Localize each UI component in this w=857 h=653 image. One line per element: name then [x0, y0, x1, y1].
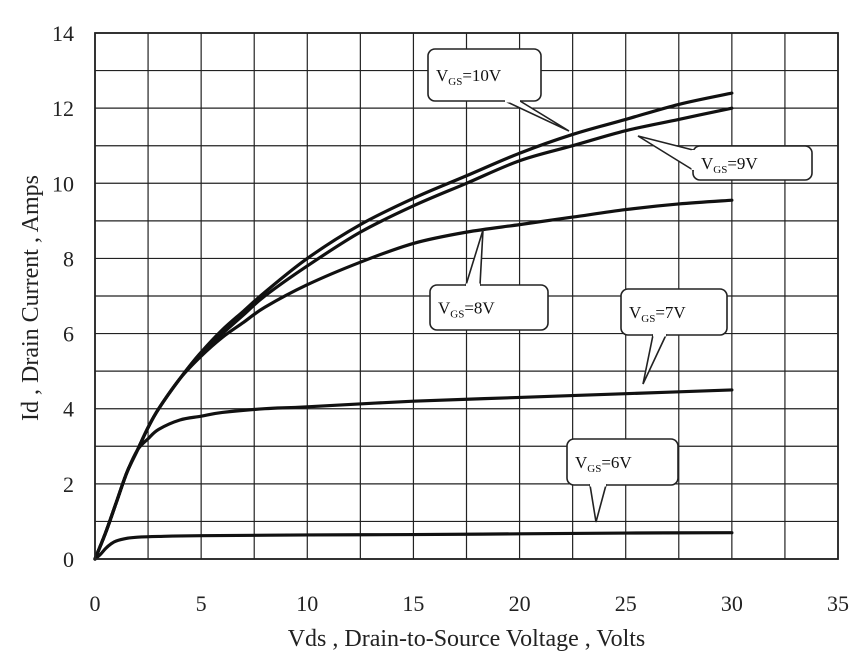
callout-box	[429, 284, 549, 331]
y-tick-label: 12	[52, 96, 74, 121]
chart-annotations: VGS=10V VGS=9V VGS=8V VGS=7V VGS=6V	[427, 48, 813, 523]
y-tick-label: 2	[63, 472, 74, 497]
callout-vgs-4: VGS=7V	[620, 288, 728, 385]
callout-pointer	[504, 100, 570, 132]
callout-box	[427, 48, 542, 102]
x-tick-label: 20	[509, 591, 531, 616]
series-line-4	[93, 388, 734, 561]
x-tick-label: 35	[827, 591, 849, 616]
callout-pointer	[464, 229, 484, 286]
y-tick-label: 0	[63, 547, 74, 572]
callout-label: VGS=8V	[438, 299, 495, 321]
callout-label: VGS=7V	[629, 303, 686, 325]
callout-vgs-3: VGS=8V	[429, 229, 549, 331]
x-tick-label: 0	[90, 591, 101, 616]
callout-vgs-1: VGS=10V	[427, 48, 570, 132]
x-axis-tick-labels: 0 5 10 15 20 25 30 35	[90, 591, 850, 616]
y-tick-label: 6	[63, 322, 74, 347]
y-axis-title: Id , Drain Current , Amps	[18, 175, 44, 421]
callout-box	[566, 438, 679, 486]
x-tick-label: 15	[402, 591, 424, 616]
callout-label: VGS=9V	[701, 154, 758, 176]
y-tick-label: 8	[63, 246, 74, 271]
callout-pointer	[589, 484, 608, 523]
callout-pointer	[642, 334, 668, 385]
series-line-5	[93, 531, 734, 561]
chart-series	[93, 91, 734, 561]
callout-pointer	[637, 135, 694, 172]
x-tick-label: 5	[196, 591, 207, 616]
y-axis-tick-labels: 0 2 4 6 8 10 12 14	[52, 21, 74, 572]
callout-box	[620, 288, 728, 336]
y-tick-label: 10	[52, 171, 74, 196]
callout-label: VGS=6V	[575, 453, 632, 475]
callout-vgs-5: VGS=6V	[566, 438, 679, 523]
y-tick-label: 14	[52, 21, 74, 46]
plot-area-frame	[94, 32, 839, 560]
x-tick-label: 25	[615, 591, 637, 616]
x-axis-title: Vds , Drain-to-Source Voltage , Volts	[288, 626, 646, 652]
x-tick-label: 10	[296, 591, 318, 616]
x-tick-label: 30	[721, 591, 743, 616]
callout-vgs-2: VGS=9V	[637, 135, 813, 181]
callout-label: VGS=10V	[436, 66, 502, 88]
y-tick-label: 4	[63, 397, 74, 422]
